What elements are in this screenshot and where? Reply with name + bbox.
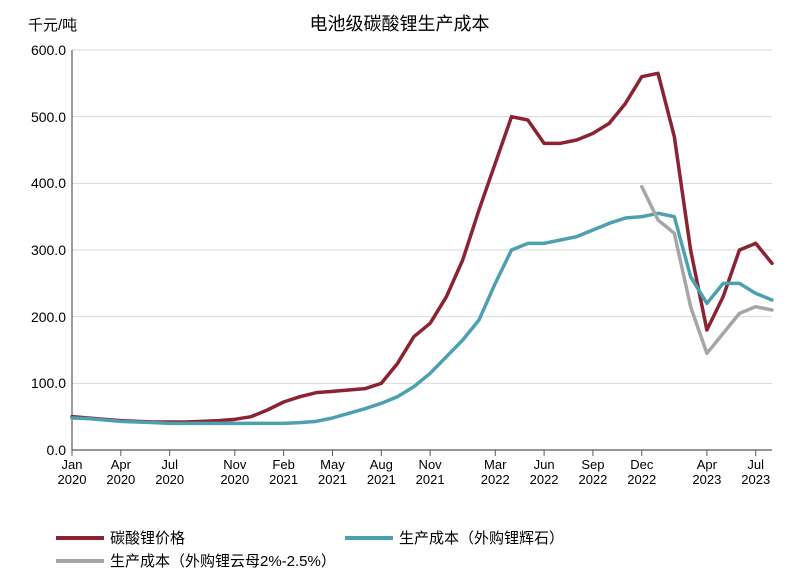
chart-plot	[0, 0, 799, 583]
ytick-label: 600.0	[31, 42, 66, 58]
legend-label: 生产成本（外购锂辉石）	[399, 527, 564, 548]
ytick-label: 500.0	[31, 109, 66, 125]
xtick-label: Dec2022	[627, 458, 656, 488]
legend-label: 生产成本（外购锂云母2%-2.5%）	[110, 550, 336, 571]
xtick-label: Nov2020	[220, 458, 249, 488]
legend-item-0: 碳酸锂价格	[56, 527, 185, 548]
xtick-label: Nov2021	[416, 458, 445, 488]
ytick-label: 300.0	[31, 242, 66, 258]
series-line-0	[72, 73, 772, 422]
series-line-1	[72, 213, 772, 423]
legend-swatch	[345, 536, 393, 540]
xtick-label: Jan2020	[58, 458, 87, 488]
ytick-label: 100.0	[31, 375, 66, 391]
xtick-label: Apr2020	[106, 458, 135, 488]
legend-item-2: 生产成本（外购锂云母2%-2.5%）	[56, 550, 336, 571]
xtick-label: Jul2020	[155, 458, 184, 488]
legend-label: 碳酸锂价格	[110, 527, 185, 548]
legend-swatch	[56, 559, 104, 563]
xtick-label: Apr2023	[692, 458, 721, 488]
legend-item-1: 生产成本（外购锂辉石）	[345, 527, 564, 548]
ytick-label: 400.0	[31, 175, 66, 191]
xtick-label: May2021	[318, 458, 347, 488]
xtick-label: Aug2021	[367, 458, 396, 488]
xtick-label: Mar2022	[481, 458, 510, 488]
legend-swatch	[56, 536, 104, 540]
chart-container: 千元/吨 电池级碳酸锂生产成本 Jan2020Apr2020Jul2020Nov…	[0, 0, 799, 583]
xtick-label: Feb2021	[269, 458, 298, 488]
xtick-label: Sep2022	[578, 458, 607, 488]
xtick-label: Jul2023	[741, 458, 770, 488]
legend: 碳酸锂价格 生产成本（外购锂辉石） 生产成本（外购锂云母2%-2.5%）	[56, 523, 756, 573]
xtick-label: Jun2022	[530, 458, 559, 488]
ytick-label: 200.0	[31, 309, 66, 325]
ytick-label: 0.0	[47, 442, 66, 458]
